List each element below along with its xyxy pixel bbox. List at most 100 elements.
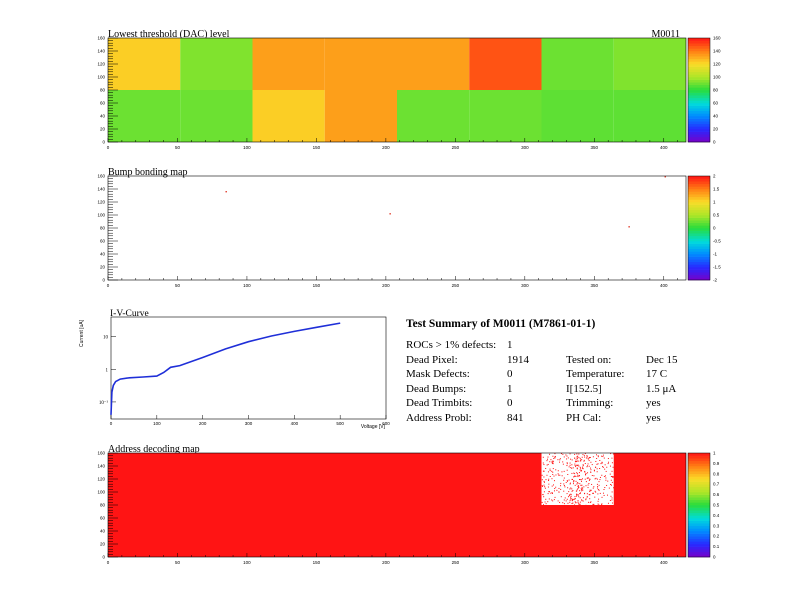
y-tick-label: 60 (100, 239, 106, 244)
summary-value: 1914 (507, 353, 529, 366)
summary-row: Address Probl: 841 PH Cal: yes (406, 411, 746, 426)
x-tick-label: 0 (107, 283, 110, 288)
address-speckle (580, 470, 582, 472)
address-speckle (569, 462, 571, 464)
palette-swatch (688, 202, 710, 205)
rocs-label: ROCs > 1% defects: (406, 339, 497, 351)
address-speckle (597, 486, 599, 488)
iv-x-tick-label: 500 (336, 421, 344, 426)
address-speckle (595, 477, 597, 479)
address-speckle (546, 474, 548, 476)
address-speckle (553, 460, 555, 462)
palette-tick-label: 0.5 (713, 503, 720, 508)
address-speckle (551, 462, 553, 464)
address-speckle (605, 477, 607, 479)
address-speckle (541, 479, 543, 481)
address-speckle (610, 453, 612, 455)
address-speckle (577, 500, 579, 502)
address-speckle (541, 501, 543, 503)
address-speckle (576, 494, 578, 496)
address-speckle (585, 474, 587, 476)
address-speckle (571, 464, 573, 466)
x-tick-label: 350 (591, 145, 599, 150)
address-speckle (606, 484, 608, 486)
address-speckle (604, 475, 606, 477)
address-speckle (554, 456, 556, 458)
summary-rocs-row: ROCs > 1% defects: 1 (406, 338, 746, 353)
address-speckle (566, 465, 568, 467)
address-speckle (611, 470, 613, 472)
address-speckle (587, 458, 589, 460)
address-speckle (548, 478, 550, 480)
dead-bump-point (225, 191, 227, 193)
address-speckle (551, 492, 553, 494)
address-speckle (599, 492, 601, 494)
address-speckle (586, 493, 588, 495)
summary-value2: Dec 15 (646, 353, 678, 366)
x-tick-label: 300 (521, 560, 529, 565)
palette-swatch (688, 536, 710, 540)
palette-swatch (688, 131, 710, 135)
address-speckle (547, 493, 549, 495)
palette-swatch (688, 512, 710, 516)
palette-swatch (688, 499, 710, 503)
address-speckle (553, 475, 555, 477)
address-speckle (593, 503, 595, 505)
address-speckle (577, 485, 579, 487)
summary-value: 1 (507, 382, 513, 395)
address-speckle (555, 469, 557, 471)
palette-swatch (688, 497, 710, 501)
address-speckle (569, 453, 571, 455)
y-tick-label: 160 (97, 36, 105, 41)
palette-tick-label: 1.5 (713, 187, 720, 192)
summary-row: Mask Defects: 0 Temperature: 17 C (406, 367, 746, 382)
y-tick-label: 100 (97, 490, 105, 495)
iv-y-tick-label: 1 (106, 368, 109, 373)
address-speckle (574, 464, 576, 466)
address-speckle (565, 481, 567, 483)
palette-swatch (688, 129, 710, 132)
iv-x-tick-label: 600 (382, 421, 390, 426)
address-speckle (593, 470, 595, 472)
address-speckle (555, 474, 557, 476)
palette-swatch (688, 473, 710, 477)
address-speckle (579, 469, 581, 471)
address-speckle (596, 471, 598, 473)
roc-block (469, 90, 542, 142)
address-speckle (579, 457, 581, 459)
palette-tick-label: 0.2 (713, 534, 720, 539)
address-speckle (562, 463, 564, 465)
dead-bump-point (664, 176, 666, 178)
address-speckle (571, 490, 573, 492)
plot-frame (107, 175, 687, 281)
palette-swatch (688, 492, 710, 495)
address-speckle (585, 472, 587, 474)
summary-value: 841 (507, 411, 524, 424)
address-speckle (588, 494, 590, 496)
address-speckle (610, 483, 612, 485)
x-tick-label: 250 (452, 145, 460, 150)
address-speckle (601, 462, 603, 464)
address-speckle (591, 483, 593, 485)
address-speckle (544, 501, 546, 503)
palette-swatch (688, 51, 710, 54)
address-speckle (575, 461, 577, 463)
address-speckle (545, 498, 547, 500)
x-tick-label: 400 (660, 283, 668, 288)
address-speckle (569, 494, 571, 496)
address-speckle (556, 489, 558, 491)
palette-swatch (688, 209, 710, 213)
address-speckle (572, 502, 574, 504)
address-speckle (583, 460, 585, 462)
address-speckle (599, 459, 601, 461)
address-speckle (568, 479, 570, 481)
address-speckle (611, 457, 613, 459)
address-speckle (613, 453, 615, 455)
address-speckle (580, 467, 582, 469)
y-tick-label: 40 (100, 114, 106, 119)
address-speckle (574, 453, 576, 455)
address-speckle (601, 503, 603, 505)
address-speckle (563, 483, 565, 485)
address-speckle (601, 496, 603, 498)
x-tick-label: 350 (591, 283, 599, 288)
